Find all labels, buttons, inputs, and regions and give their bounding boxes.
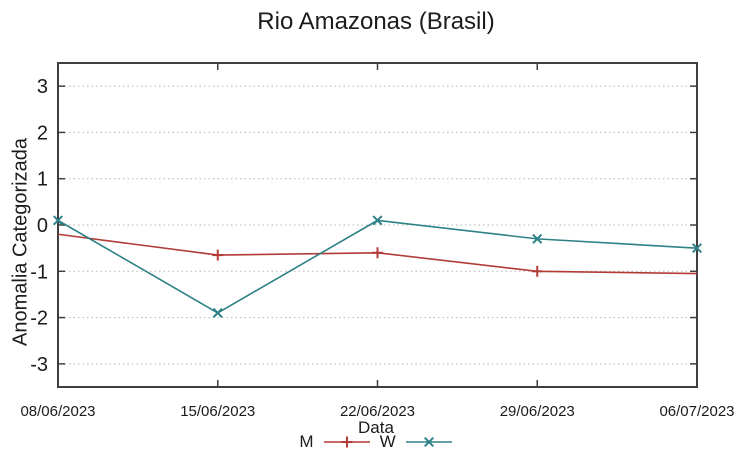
series-W-marker	[532, 233, 543, 244]
y-tick-label: -3	[30, 354, 48, 376]
legend-sample-M	[323, 436, 370, 448]
x-tick-label: 29/06/2023	[500, 403, 575, 420]
chart-title: Rio Amazonas (Brasil)	[257, 8, 495, 35]
x-tick-label: 22/06/2023	[340, 403, 415, 420]
series-W-marker	[212, 307, 223, 318]
y-tick-label: 2	[37, 122, 48, 144]
legend-marker-W	[423, 436, 434, 448]
y-tick-label: 3	[37, 76, 48, 98]
legend-label-M: M	[299, 432, 314, 451]
y-tick-label: 0	[37, 215, 48, 237]
x-axis-label: Data	[358, 418, 394, 437]
series-W-marker	[52, 215, 64, 226]
x-tick-label: 06/07/2023	[659, 403, 734, 420]
series-W-marker	[372, 215, 383, 226]
y-tick-label: -1	[30, 261, 48, 283]
series-W-marker	[691, 243, 703, 254]
series-W-line	[57, 219, 698, 314]
x-tick-label: 08/06/2023	[20, 403, 95, 420]
y-tick-label: 1	[37, 169, 48, 191]
legend-label-W: W	[379, 432, 396, 451]
legend-sample-W	[405, 436, 452, 448]
x-tick-label: 15/06/2023	[180, 403, 255, 420]
series-W	[52, 215, 703, 318]
y-tick-label: -2	[30, 308, 48, 330]
series-M	[57, 233, 698, 277]
